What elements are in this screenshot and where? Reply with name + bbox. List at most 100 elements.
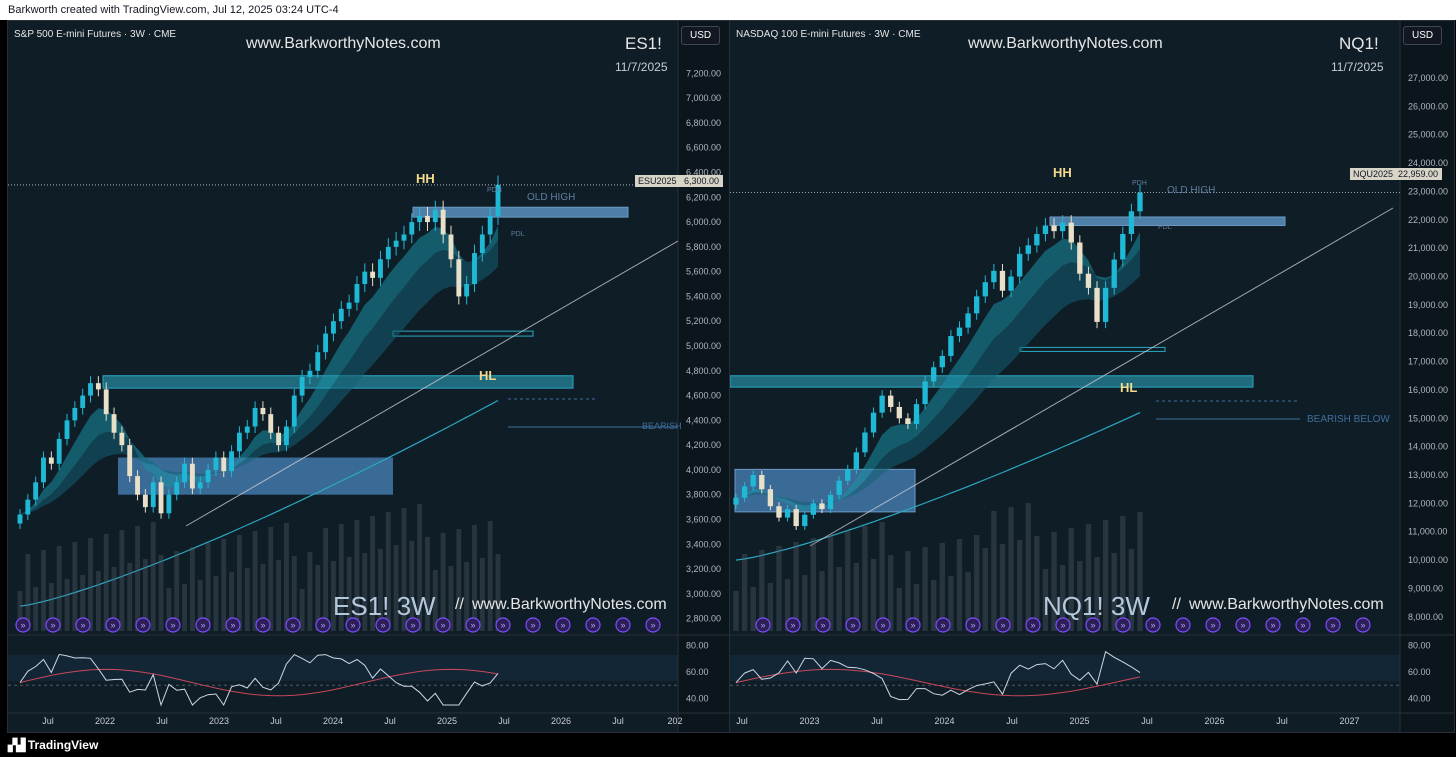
signal-marker-icon[interactable]	[435, 617, 451, 633]
signal-marker-icon[interactable]	[1055, 617, 1071, 633]
signal-marker-glyph: »	[940, 620, 945, 630]
candle-body	[393, 240, 399, 247]
signal-marker-icon[interactable]	[255, 617, 271, 633]
volume-bar	[456, 529, 462, 631]
candle-body	[999, 270, 1006, 291]
signal-marker-icon[interactable]	[315, 617, 331, 633]
signal-marker-icon[interactable]	[345, 617, 361, 633]
candle-body	[472, 253, 477, 285]
signal-marker-icon[interactable]	[195, 617, 211, 633]
signal-marker-icon[interactable]	[1295, 617, 1311, 633]
volume-bar	[956, 539, 963, 631]
tradingview-logo[interactable]: ▞▟ TradingView	[8, 733, 98, 757]
volume-bar	[767, 583, 774, 631]
symbol-label: ES1!	[625, 34, 662, 53]
chart-svg-es[interactable]: 7,200.00 7,000.00 6,800.00 6,600.00 6,400.00…	[8, 21, 733, 733]
signal-marker-icon[interactable]	[935, 617, 951, 633]
signal-marker-glyph: »	[470, 620, 475, 630]
candle-body	[370, 271, 376, 278]
candle-body	[276, 432, 282, 446]
signal-marker-icon[interactable]	[1175, 617, 1191, 633]
signal-marker-icon[interactable]	[1085, 617, 1101, 633]
y-tick-label: 16,000.00	[1408, 385, 1448, 395]
volume-bar	[1094, 557, 1100, 631]
signal-marker-glyph: »	[1240, 620, 1245, 630]
x-tick-label: Jul	[612, 716, 624, 726]
ema-ribbon-slow	[736, 249, 1140, 506]
volume-bar	[17, 591, 23, 631]
signal-marker-icon[interactable]	[405, 617, 421, 633]
signal-marker-icon[interactable]	[1235, 617, 1251, 633]
price-tag-value: 22,959.00	[1394, 168, 1443, 180]
signal-marker-icon[interactable]	[905, 617, 921, 633]
signal-marker-icon[interactable]	[225, 617, 241, 633]
signal-marker-icon[interactable]	[525, 617, 541, 633]
y-tick-label: 6,800.00	[686, 118, 721, 128]
volume-bar	[48, 583, 54, 631]
signal-marker-icon[interactable]	[1025, 617, 1041, 633]
rsi-ma-line	[19, 668, 499, 697]
volume-bar	[401, 508, 407, 631]
big-symbol-label: NQ1! 3W	[1043, 591, 1150, 621]
candle-body	[150, 482, 156, 508]
chart-panel-es[interactable]: 7,200.00 7,000.00 6,800.00 6,600.00 6,400.00…	[7, 20, 733, 733]
bearish-label: BEARISH BELOW	[1307, 414, 1390, 425]
signal-marker-icon[interactable]	[965, 617, 981, 633]
signal-marker-icon[interactable]	[1115, 617, 1131, 633]
signal-marker-icon[interactable]	[615, 617, 631, 633]
signal-marker-icon[interactable]	[285, 617, 301, 633]
signal-marker-icon[interactable]	[75, 617, 91, 633]
signal-marker-icon[interactable]	[135, 617, 151, 633]
signal-marker-icon[interactable]	[585, 617, 601, 633]
signal-marker-icon[interactable]	[1145, 617, 1161, 633]
signal-marker-icon[interactable]	[45, 617, 61, 633]
currency-button[interactable]: USD	[681, 26, 721, 45]
candle-body	[142, 494, 148, 508]
chart-panel-nq[interactable]: 27,000.00 26,000.00 25,000.00 24,000.00 23,0…	[729, 20, 1455, 733]
volume-bar	[741, 554, 748, 631]
signal-marker-icon[interactable]	[375, 617, 391, 633]
signal-marker-icon[interactable]	[165, 617, 181, 633]
volume-bar	[127, 563, 133, 631]
candle-body	[260, 407, 266, 415]
signal-marker-icon[interactable]	[465, 617, 481, 633]
signal-marker-icon[interactable]	[845, 617, 861, 633]
signal-marker-icon[interactable]	[555, 617, 571, 633]
signal-marker-icon[interactable]	[785, 617, 801, 633]
signal-marker-icon[interactable]	[495, 617, 511, 633]
candle-body	[974, 296, 980, 314]
candle-body	[221, 457, 227, 472]
signal-marker-icon[interactable]	[1355, 617, 1371, 633]
signal-marker-icon[interactable]	[755, 617, 771, 633]
signal-marker-icon[interactable]	[815, 617, 831, 633]
y-tick-label: 6,200.00	[686, 192, 721, 202]
signal-marker-icon[interactable]	[1205, 617, 1221, 633]
volume-bar	[95, 571, 101, 631]
y-tick-label: 5,600.00	[686, 267, 721, 277]
y-tick-label: 3,000.00	[686, 589, 721, 599]
signal-marker-icon[interactable]	[1325, 617, 1341, 633]
date-label: 11/7/2025	[1331, 60, 1384, 74]
candle-body	[41, 457, 46, 483]
signal-marker-icon[interactable]	[995, 617, 1011, 633]
candle-body	[879, 395, 885, 413]
signal-marker-icon[interactable]	[1265, 617, 1281, 633]
signal-marker-glyph: »	[970, 620, 975, 630]
volume-bar	[417, 504, 423, 631]
volume-bar	[982, 548, 988, 631]
chart-svg-nq[interactable]: 27,000.00 26,000.00 25,000.00 24,000.00 23,0…	[730, 21, 1455, 733]
currency-button[interactable]: USD	[1403, 26, 1443, 45]
volume-bar	[174, 551, 180, 631]
x-tick-label: 2026	[551, 716, 571, 726]
volume-bar	[260, 564, 266, 631]
signal-marker-icon[interactable]	[645, 617, 661, 633]
volume-bar	[370, 516, 376, 631]
signal-marker-icon[interactable]	[105, 617, 121, 633]
candle-body	[315, 352, 321, 371]
signal-marker-icon[interactable]	[15, 617, 31, 633]
signal-marker-icon[interactable]	[875, 617, 891, 633]
x-tick-label: Jul	[270, 716, 282, 726]
y-tick-label: 21,000.00	[1408, 243, 1448, 253]
footer-bar: ▞▟ TradingView	[0, 733, 1456, 757]
volume-bar	[888, 555, 894, 631]
